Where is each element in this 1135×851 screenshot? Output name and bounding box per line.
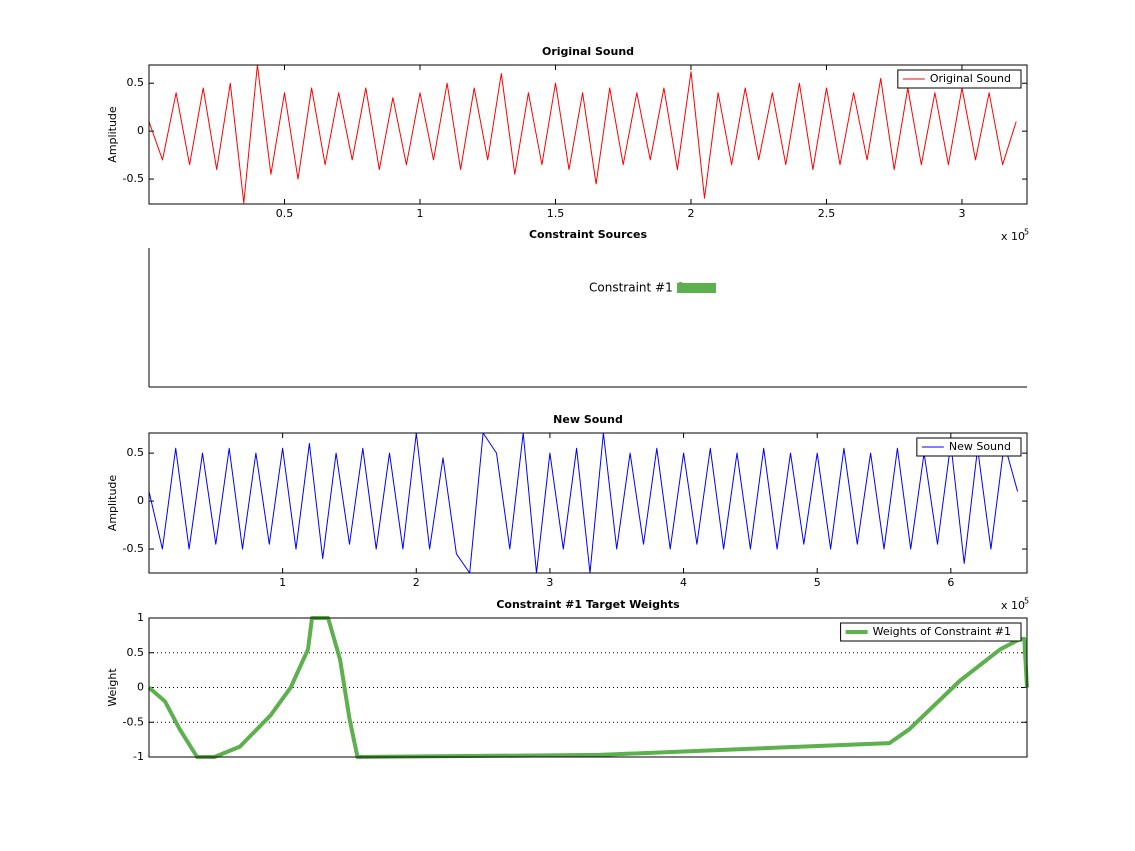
y-tick-label: 1 (137, 611, 144, 624)
y-tick-label: 0 (137, 124, 144, 137)
x-tick-label: 1.5 (547, 207, 565, 220)
annotation: Constraint #1 So (589, 281, 692, 295)
y-tick-label: 0.5 (127, 646, 145, 659)
subplot: Constraint #1 Target Weights Weight -1 -0.5… (106, 598, 1029, 763)
y-axis-label: Amplitude (106, 106, 119, 163)
axes-box (148, 617, 1028, 758)
subplot-title: Constraint #1 Target Weights (496, 598, 680, 611)
plot-area (149, 433, 1027, 573)
y-tick-label: 0.5 (127, 76, 145, 89)
subplot-title: Original Sound (542, 45, 634, 58)
axes-box (148, 64, 1028, 205)
y-tick-label: 0.5 (127, 446, 145, 459)
x-tick-label: 4 (680, 576, 687, 589)
y-tick-label: 0 (137, 681, 144, 694)
y-tick-label: -0.5 (123, 542, 144, 555)
x-tick-label: 5 (814, 576, 821, 589)
data-line (148, 432, 1019, 574)
legend-label: Original Sound (930, 72, 1011, 85)
legend: Weights of Constraint #1 (840, 622, 1022, 642)
subplot-title: New Sound (553, 413, 623, 426)
y-tick-label: -1 (133, 750, 144, 763)
x-tick-label: 0.5 (276, 207, 294, 220)
x-exponent: 5 (1024, 597, 1029, 606)
x-tick-label: 2.5 (818, 207, 836, 220)
legend: Original Sound (897, 69, 1022, 89)
x-multiplier: x 10 (1001, 230, 1025, 243)
x-tick-label: 6 (947, 576, 954, 589)
legend-box (916, 437, 1022, 457)
legend: New Sound (916, 437, 1022, 457)
y-tick-label: -0.5 (123, 715, 144, 728)
y-tick-label: 0 (137, 494, 144, 507)
plot-area (149, 248, 1027, 387)
axes-box (148, 432, 1028, 574)
subplot: Original Sound Amplitude -0.5 0 0.5 0.5 1 1.5 2 2… (106, 45, 1029, 243)
x-multiplier: x 10 (1001, 599, 1025, 612)
x-tick-label: 1 (416, 207, 423, 220)
legend-label: New Sound (949, 440, 1011, 453)
plot-area (149, 65, 1027, 204)
data-line (148, 64, 1017, 204)
x-exponent: 5 (1024, 228, 1029, 237)
legend-box (840, 622, 1022, 642)
y-tick-label: -0.5 (123, 172, 144, 185)
x-tick-label: 2 (687, 207, 694, 220)
x-tick-label: 3 (546, 576, 553, 589)
subplot: Constraint Sources Constraint #1 So (148, 228, 1027, 388)
y-axis-label: Amplitude (106, 475, 119, 532)
x-tick-label: 3 (958, 207, 965, 220)
x-tick-label: 1 (279, 576, 286, 589)
y-axis-label: Weight (106, 668, 119, 707)
annotation-mark (677, 283, 716, 293)
legend-box (897, 69, 1022, 89)
subplot-title: Constraint Sources (529, 228, 648, 241)
legend-label: Weights of Constraint #1 (873, 625, 1011, 638)
x-tick-label: 2 (413, 576, 420, 589)
